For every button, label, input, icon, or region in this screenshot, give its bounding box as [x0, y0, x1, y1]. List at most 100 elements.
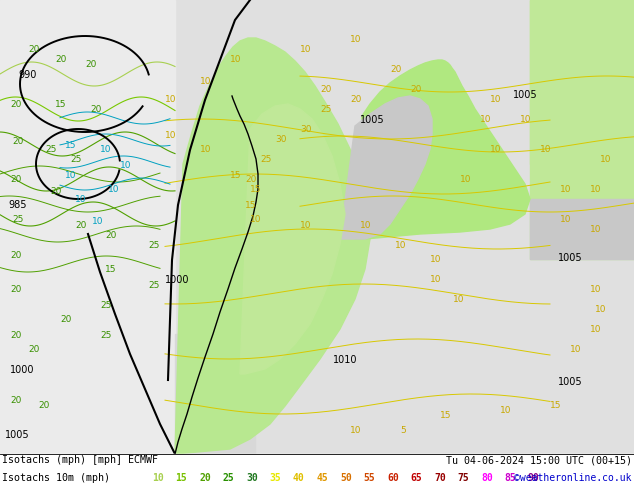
Text: 15: 15	[250, 186, 261, 195]
Text: 10: 10	[590, 286, 602, 294]
Text: 1010: 1010	[333, 355, 358, 365]
Text: 20: 20	[320, 85, 332, 95]
Text: 20: 20	[85, 60, 96, 70]
Text: 10: 10	[460, 175, 472, 185]
Text: 10: 10	[200, 146, 212, 154]
Bar	[0, 0, 175, 454]
Text: 25: 25	[148, 280, 159, 290]
Text: 10: 10	[595, 305, 607, 315]
Text: 25: 25	[45, 146, 56, 154]
Text: 10: 10	[120, 161, 131, 170]
Text: 1005: 1005	[558, 377, 583, 387]
Text: Tu 04-06-2024 15:00 UTC (00+15): Tu 04-06-2024 15:00 UTC (00+15)	[446, 455, 632, 465]
Text: 20: 20	[38, 400, 49, 410]
Text: 10: 10	[490, 96, 501, 104]
Text: 10: 10	[65, 171, 77, 179]
Text: 10: 10	[395, 241, 406, 249]
Text: 10: 10	[520, 116, 531, 124]
Text: 45: 45	[316, 473, 328, 483]
Text: 10: 10	[500, 406, 512, 415]
Text: 10: 10	[540, 146, 552, 154]
Text: 25: 25	[223, 473, 234, 483]
Text: 20: 20	[10, 286, 22, 294]
Text: 25: 25	[12, 216, 23, 224]
Polygon shape	[175, 38, 370, 454]
Text: 10: 10	[165, 130, 176, 140]
Text: 85: 85	[505, 473, 516, 483]
Text: 30: 30	[300, 125, 311, 134]
Text: 20: 20	[28, 345, 39, 354]
Text: 20: 20	[410, 85, 422, 95]
Text: 10: 10	[590, 325, 602, 335]
Text: 10: 10	[300, 46, 311, 54]
Bar	[530, 0, 634, 259]
Text: 1005: 1005	[360, 115, 385, 125]
Text: 20: 20	[75, 220, 86, 229]
Text: 10: 10	[490, 146, 501, 154]
Text: 20: 20	[50, 188, 61, 196]
Text: 20: 20	[199, 473, 210, 483]
Text: 15: 15	[245, 200, 257, 210]
Text: 10: 10	[75, 196, 86, 204]
Text: 75: 75	[458, 473, 469, 483]
Text: 25: 25	[148, 241, 159, 249]
Text: 20: 20	[245, 175, 256, 185]
Text: 30: 30	[246, 473, 258, 483]
Bar	[0, 454, 634, 490]
Text: 985: 985	[8, 200, 27, 210]
Text: 1005: 1005	[558, 253, 583, 263]
Text: 10: 10	[350, 35, 361, 45]
Text: 20: 20	[60, 316, 72, 324]
Text: 25: 25	[100, 330, 112, 340]
Text: 15: 15	[65, 141, 77, 149]
Text: 20: 20	[350, 96, 361, 104]
Text: 60: 60	[387, 473, 399, 483]
Text: 20: 20	[105, 230, 117, 240]
Text: 1005: 1005	[5, 430, 30, 440]
Text: 15: 15	[440, 411, 451, 419]
Text: 10: 10	[430, 275, 441, 285]
Text: 10: 10	[480, 116, 491, 124]
Text: 25: 25	[70, 155, 81, 165]
Text: 25: 25	[100, 300, 112, 310]
Text: 1005: 1005	[513, 90, 538, 100]
Text: 20: 20	[55, 55, 67, 65]
Polygon shape	[355, 60, 530, 239]
Bar	[530, 199, 634, 259]
Text: 65: 65	[410, 473, 422, 483]
Text: 10: 10	[300, 220, 311, 229]
Text: 35: 35	[269, 473, 281, 483]
Bar	[175, 334, 255, 454]
Text: 25: 25	[320, 105, 332, 115]
Text: 15: 15	[105, 266, 117, 274]
Text: 10: 10	[570, 345, 581, 354]
Text: 10: 10	[108, 186, 119, 195]
Text: 10: 10	[165, 96, 176, 104]
Text: 15: 15	[550, 400, 562, 410]
Text: 20: 20	[10, 100, 22, 109]
Text: 10: 10	[560, 186, 571, 195]
Text: 15: 15	[176, 473, 187, 483]
Text: 10: 10	[350, 425, 361, 435]
Text: 70: 70	[434, 473, 446, 483]
Text: 20: 20	[10, 330, 22, 340]
Text: 10: 10	[590, 186, 602, 195]
Text: 10: 10	[590, 225, 602, 235]
Text: 10: 10	[92, 218, 103, 226]
Text: 20: 20	[10, 250, 22, 260]
Text: 10: 10	[230, 55, 242, 65]
Text: 20: 20	[10, 395, 22, 405]
Text: 5: 5	[400, 425, 406, 435]
Text: 10: 10	[152, 473, 164, 483]
Text: 10: 10	[100, 146, 112, 154]
Text: Isotachs (mph) [mph] ECMWF: Isotachs (mph) [mph] ECMWF	[2, 455, 158, 465]
Text: 90: 90	[528, 473, 540, 483]
Text: 20: 20	[90, 105, 101, 115]
Text: 20: 20	[10, 175, 22, 185]
Text: 1000: 1000	[165, 275, 190, 285]
Text: Isotachs 10m (mph): Isotachs 10m (mph)	[2, 473, 110, 483]
Text: 990: 990	[18, 70, 36, 80]
Text: 10: 10	[600, 155, 612, 165]
Text: ©weatheronline.co.uk: ©weatheronline.co.uk	[515, 473, 632, 483]
Text: 40: 40	[293, 473, 305, 483]
